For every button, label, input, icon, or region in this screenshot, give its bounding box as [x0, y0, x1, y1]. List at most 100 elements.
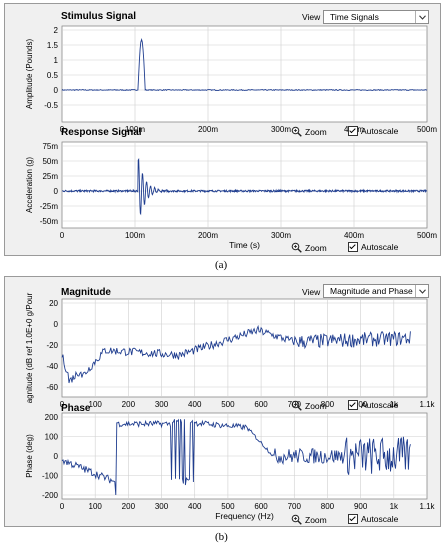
x-tick-label: 200: [122, 502, 136, 511]
y-tick-label: 200: [45, 413, 59, 422]
y-tick-label: 20: [49, 299, 58, 308]
view-label: View: [302, 12, 321, 22]
y-tick-label: -20: [46, 341, 58, 350]
x-tick-label: 1.1k: [419, 502, 435, 511]
view-select-value: Time Signals: [330, 12, 379, 22]
x-tick-label: 200: [122, 400, 136, 409]
signal-trace: [61, 158, 428, 216]
y-tick-label: -60: [46, 383, 58, 392]
x-tick-label: 100m: [125, 231, 145, 240]
x-tick-label: 300: [155, 400, 169, 409]
signal-trace: [61, 324, 411, 384]
x-tick-label: 400: [188, 502, 202, 511]
zoom-button-response[interactable]: Zoom: [291, 242, 327, 253]
x-tick-label: 0: [60, 502, 65, 511]
plot-area[interactable]: [61, 141, 428, 229]
autoscale-toggle-response[interactable]: Autoscale: [348, 242, 398, 252]
response-signal-title: Response Signal: [61, 127, 142, 138]
y-tick-label: 0: [54, 320, 59, 329]
caption-a: (a): [215, 259, 228, 271]
x-tick-label: 600: [254, 400, 268, 409]
zoom-icon: [291, 400, 302, 411]
autoscale-toggle-phase[interactable]: Autoscale: [348, 514, 398, 524]
view-select[interactable]: Magnitude and Phase: [323, 284, 429, 298]
y-tick-label: 1.5: [47, 41, 59, 50]
autoscale-label: Autoscale: [361, 242, 399, 252]
plot-area[interactable]: [61, 25, 428, 123]
x-tick-label: 300: [155, 502, 169, 511]
y-tick-label: 1: [54, 56, 59, 65]
x-tick-label: 200m: [198, 231, 218, 240]
zoom-button-stimulus[interactable]: Zoom: [291, 126, 327, 137]
plot-area[interactable]: [61, 298, 428, 398]
x-tick-label: 100m: [125, 125, 145, 134]
x-tick-label: 900: [354, 400, 368, 409]
autoscale-checkbox-icon[interactable]: [348, 242, 358, 252]
chevron-down-icon[interactable]: [415, 285, 428, 297]
frequency-response-panel: Magnitude View Magnitude and Phase 0 100 2…: [4, 276, 441, 527]
y-tick-label: -100: [42, 472, 59, 481]
y-tick-label: 75m: [42, 142, 58, 151]
autoscale-toggle-magnitude[interactable]: Autoscale: [348, 400, 398, 410]
y-tick-label: 0: [54, 86, 59, 95]
x-tick-label: 300m: [271, 231, 291, 240]
autoscale-label: Autoscale: [361, 514, 399, 524]
time-plots-svg: 0 100m 200m 300m 400m 500m 2 1.5 1 0.5 0 -0.5 Amplit…: [25, 25, 437, 250]
x-tick-label: 500: [221, 400, 235, 409]
y-tick-label: -200: [42, 491, 59, 500]
y-tick-label: 100: [45, 433, 59, 442]
x-tick-label: 300m: [271, 125, 291, 134]
signal-trace: [61, 38, 428, 92]
autoscale-label: Autoscale: [361, 400, 399, 410]
zoom-label: Zoom: [305, 242, 327, 253]
autoscale-checkbox-icon[interactable]: [348, 514, 358, 524]
x-tick-label: 600: [254, 502, 268, 511]
view-label: View: [302, 287, 321, 297]
zoom-label: Zoom: [305, 400, 327, 411]
y-axis-label: Acceleration (g): [25, 157, 34, 213]
x-tick-label: 200m: [198, 125, 218, 134]
frequency-plots-svg: 0 100 200 300 400 500 600 700 800 900 1k 1.1k200-20…: [25, 292, 436, 521]
y-axis-label: Amplitude (Pounds): [25, 39, 34, 110]
stimulus-signal-title: Stimulus Signal: [61, 11, 137, 22]
y-tick-label: 0.5: [47, 71, 59, 80]
y-tick-label: -50m: [40, 217, 59, 226]
autoscale-toggle-stimulus[interactable]: Autoscale: [348, 126, 398, 136]
x-tick-label: 0: [60, 231, 65, 240]
y-tick-label: 25m: [42, 172, 58, 181]
chevron-down-icon[interactable]: [415, 11, 428, 23]
y-tick-label: 2: [54, 26, 59, 35]
y-tick-label: -40: [46, 362, 58, 371]
y-axis-label: Phase (deg): [25, 434, 34, 478]
caption-b: (b): [215, 531, 228, 543]
view-select[interactable]: Time Signals: [323, 10, 429, 24]
zoom-icon: [291, 242, 302, 253]
zoom-icon: [291, 126, 302, 137]
x-tick-label: 900: [354, 502, 368, 511]
x-axis-label: Frequency (Hz): [215, 511, 274, 521]
y-tick-label: 0: [54, 187, 59, 196]
x-tick-label: 400: [188, 400, 202, 409]
x-tick-label: 0: [60, 125, 65, 134]
autoscale-checkbox-icon[interactable]: [348, 400, 358, 410]
x-tick-label: 100: [89, 400, 103, 409]
y-axis-label: agnitude (dB ref 1.0E+0 g/Pour: [25, 292, 34, 403]
zoom-label: Zoom: [305, 514, 327, 525]
view-select-value: Magnitude and Phase: [330, 286, 413, 296]
zoom-button-phase[interactable]: Zoom: [291, 514, 327, 525]
y-tick-label: -0.5: [44, 101, 58, 110]
x-tick-label: 500: [221, 502, 235, 511]
x-tick-label: 1k: [390, 502, 399, 511]
x-tick-label: 1.1k: [419, 400, 435, 409]
x-tick-label: 500m: [417, 231, 437, 240]
x-tick-label: 500m: [417, 125, 437, 134]
y-tick-label: -25m: [40, 202, 59, 211]
time-signals-panel: Stimulus Signal View Time Signals 0 100m 2…: [4, 3, 441, 256]
x-axis-label: Time (s): [229, 240, 260, 250]
x-tick-label: 100: [89, 502, 103, 511]
x-tick-label: 700: [288, 502, 302, 511]
y-tick-label: 50m: [42, 157, 58, 166]
autoscale-checkbox-icon[interactable]: [348, 126, 358, 136]
zoom-button-magnitude[interactable]: Zoom: [291, 400, 327, 411]
x-tick-label: 800: [321, 400, 335, 409]
